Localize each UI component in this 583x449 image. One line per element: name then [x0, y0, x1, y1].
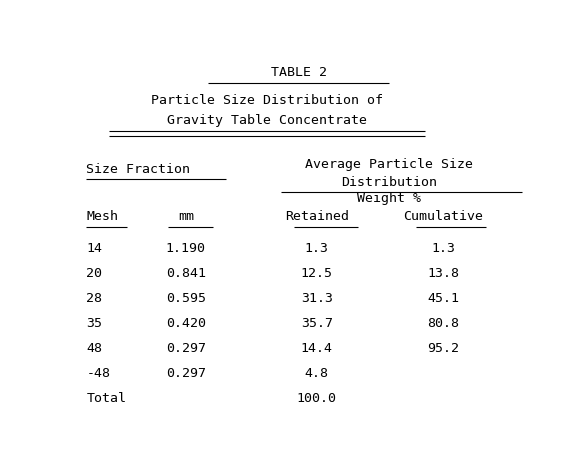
Text: -48: -48	[86, 367, 110, 380]
Text: Total: Total	[86, 392, 127, 405]
Text: 35.7: 35.7	[301, 317, 333, 330]
Text: 35: 35	[86, 317, 103, 330]
Text: 95.2: 95.2	[427, 342, 459, 355]
Text: Average Particle Size: Average Particle Size	[305, 158, 473, 171]
Text: 1.3: 1.3	[305, 242, 329, 255]
Text: 28: 28	[86, 292, 103, 305]
Text: TABLE 2: TABLE 2	[271, 66, 327, 79]
Text: 4.8: 4.8	[305, 367, 329, 380]
Text: 1.3: 1.3	[431, 242, 455, 255]
Text: Weight %: Weight %	[357, 192, 421, 205]
Text: 48: 48	[86, 342, 103, 355]
Text: Particle Size Distribution of: Particle Size Distribution of	[151, 94, 383, 107]
Text: Size Fraction: Size Fraction	[86, 163, 191, 176]
Text: 0.595: 0.595	[166, 292, 206, 305]
Text: 14: 14	[86, 242, 103, 255]
Text: 0.297: 0.297	[166, 342, 206, 355]
Text: Distribution: Distribution	[341, 176, 437, 189]
Text: 20: 20	[86, 267, 103, 280]
Text: 31.3: 31.3	[301, 292, 333, 305]
Text: 0.841: 0.841	[166, 267, 206, 280]
Text: 1.190: 1.190	[166, 242, 206, 255]
Text: Mesh: Mesh	[86, 210, 118, 223]
Text: 0.420: 0.420	[166, 317, 206, 330]
Text: mm: mm	[178, 210, 194, 223]
Text: 0.297: 0.297	[166, 367, 206, 380]
Text: 14.4: 14.4	[301, 342, 333, 355]
Text: Cumulative: Cumulative	[403, 210, 483, 223]
Text: Retained: Retained	[285, 210, 349, 223]
Text: 100.0: 100.0	[297, 392, 337, 405]
Text: 13.8: 13.8	[427, 267, 459, 280]
Text: Gravity Table Concentrate: Gravity Table Concentrate	[167, 114, 367, 128]
Text: 12.5: 12.5	[301, 267, 333, 280]
Text: 80.8: 80.8	[427, 317, 459, 330]
Text: 45.1: 45.1	[427, 292, 459, 305]
